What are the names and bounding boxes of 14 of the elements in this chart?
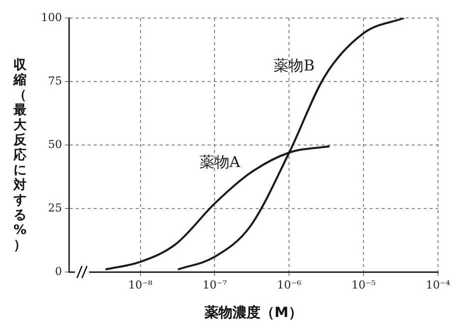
y-tick-label: 75 <box>48 74 62 88</box>
y-tick-label: 100 <box>40 10 62 24</box>
x-tick-label: 10⁻⁴ <box>426 278 451 292</box>
y-tick-label: 25 <box>48 201 62 214</box>
y-tick-label: 0 <box>54 264 62 278</box>
series-label: 薬物B <box>274 56 315 74</box>
x-axis-title: 薬物濃度（M） <box>204 304 302 322</box>
x-tick-label: 10⁻⁶ <box>277 278 302 292</box>
x-tick-label: 10⁻⁸ <box>128 278 154 292</box>
text: 収縮（最大反応に対する%） <box>13 58 27 253</box>
x-tick-label: 10⁻⁵ <box>351 278 376 292</box>
x-tick-label: 10⁻⁷ <box>202 278 228 292</box>
y-tick-label: 50 <box>48 138 62 151</box>
series-label: 薬物A <box>199 152 240 171</box>
